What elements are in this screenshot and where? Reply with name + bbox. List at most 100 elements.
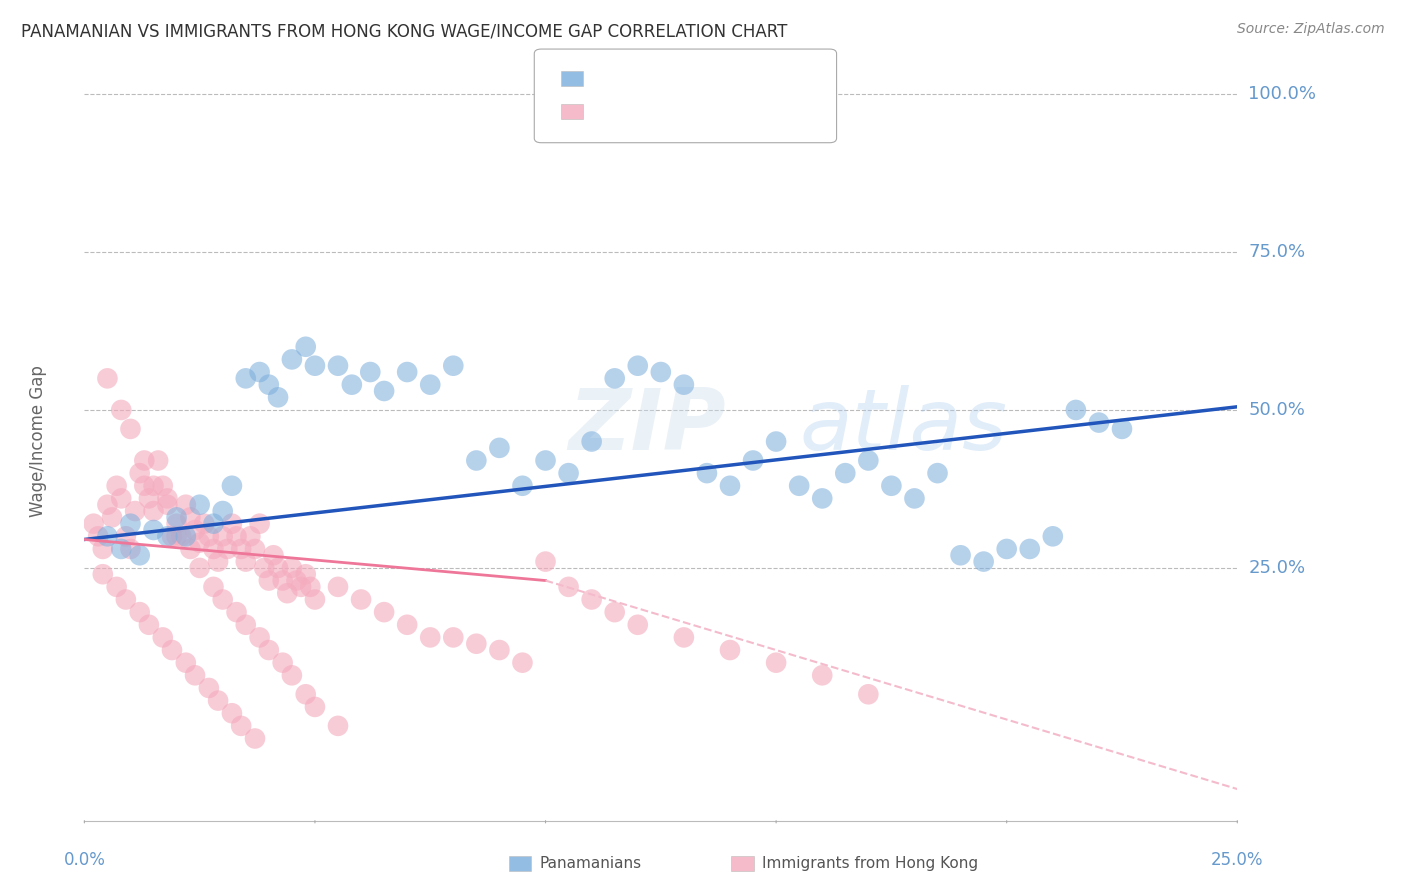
Point [134, 453, 156, 467]
Point [672, 377, 695, 392]
Point [160, 529, 183, 543]
Point [188, 498, 211, 512]
Point [249, 631, 271, 645]
Point [128, 548, 150, 563]
Point [488, 441, 510, 455]
Point [299, 580, 322, 594]
Point [927, 466, 949, 480]
Point [105, 479, 128, 493]
Point [1042, 529, 1064, 543]
Text: 100.0%: 100.0% [1249, 85, 1316, 103]
Text: Wage/Income Gap: Wage/Income Gap [30, 366, 48, 517]
Point [221, 516, 243, 531]
Point [253, 561, 276, 575]
Point [184, 523, 207, 537]
Point [995, 541, 1018, 556]
Point [290, 580, 312, 594]
Point [96, 498, 118, 512]
Point [207, 555, 229, 569]
Point [128, 605, 150, 619]
Text: R =: R = [595, 70, 631, 87]
Point [115, 529, 138, 543]
Point [465, 637, 488, 651]
Point [156, 491, 179, 506]
Point [202, 541, 225, 556]
Point [128, 466, 150, 480]
Text: N =: N = [690, 70, 738, 87]
Point [225, 529, 247, 543]
Point [105, 580, 128, 594]
Point [198, 681, 221, 695]
Point [231, 541, 253, 556]
Point [267, 390, 290, 404]
Point [718, 479, 741, 493]
Point [672, 631, 695, 645]
Text: 0.0%: 0.0% [63, 851, 105, 869]
Point [179, 510, 201, 524]
Point [834, 466, 856, 480]
Point [142, 504, 165, 518]
Text: 75.0%: 75.0% [1249, 243, 1306, 261]
Point [271, 574, 294, 588]
Point [188, 561, 211, 575]
Point [285, 574, 308, 588]
Point [110, 403, 132, 417]
Point [120, 516, 142, 531]
Point [718, 643, 741, 657]
Text: atlas: atlas [799, 384, 1007, 468]
Text: ZIP: ZIP [568, 384, 727, 468]
Point [221, 706, 243, 721]
Point [96, 529, 118, 543]
Text: 50.0%: 50.0% [1249, 401, 1305, 419]
Text: Immigrants from Hong Kong: Immigrants from Hong Kong [762, 856, 979, 871]
Point [557, 580, 579, 594]
Point [188, 535, 211, 549]
Text: 102: 102 [735, 103, 770, 120]
Point [124, 504, 146, 518]
Point [87, 529, 110, 543]
Point [96, 371, 118, 385]
Point [225, 605, 247, 619]
Point [184, 668, 207, 682]
Point [742, 453, 765, 467]
Point [202, 580, 225, 594]
Point [257, 574, 280, 588]
Point [120, 422, 142, 436]
Point [627, 359, 650, 373]
Point [765, 434, 787, 449]
Point [294, 567, 316, 582]
Point [179, 541, 201, 556]
Point [281, 561, 304, 575]
Point [160, 643, 183, 657]
Text: Panamanians: Panamanians [540, 856, 643, 871]
Point [304, 359, 326, 373]
Point [207, 693, 229, 707]
Point [858, 453, 880, 467]
Text: R =: R = [595, 103, 631, 120]
Point [1088, 416, 1111, 430]
Point [281, 668, 304, 682]
Point [249, 516, 271, 531]
Point [166, 529, 188, 543]
Text: N =: N = [690, 103, 738, 120]
Point [235, 555, 257, 569]
Point [811, 491, 834, 506]
Point [211, 592, 233, 607]
Point [419, 631, 441, 645]
Point [326, 719, 349, 733]
Point [488, 643, 510, 657]
Text: 55: 55 [735, 70, 758, 87]
Point [326, 359, 349, 373]
Point [239, 529, 262, 543]
Point [211, 529, 233, 543]
Point [276, 586, 298, 600]
Point [1111, 422, 1133, 436]
Point [193, 516, 215, 531]
Point [217, 541, 239, 556]
Point [174, 529, 197, 543]
Point [581, 434, 603, 449]
Point [281, 352, 304, 367]
Point [235, 371, 257, 385]
Point [603, 371, 626, 385]
Point [134, 479, 156, 493]
